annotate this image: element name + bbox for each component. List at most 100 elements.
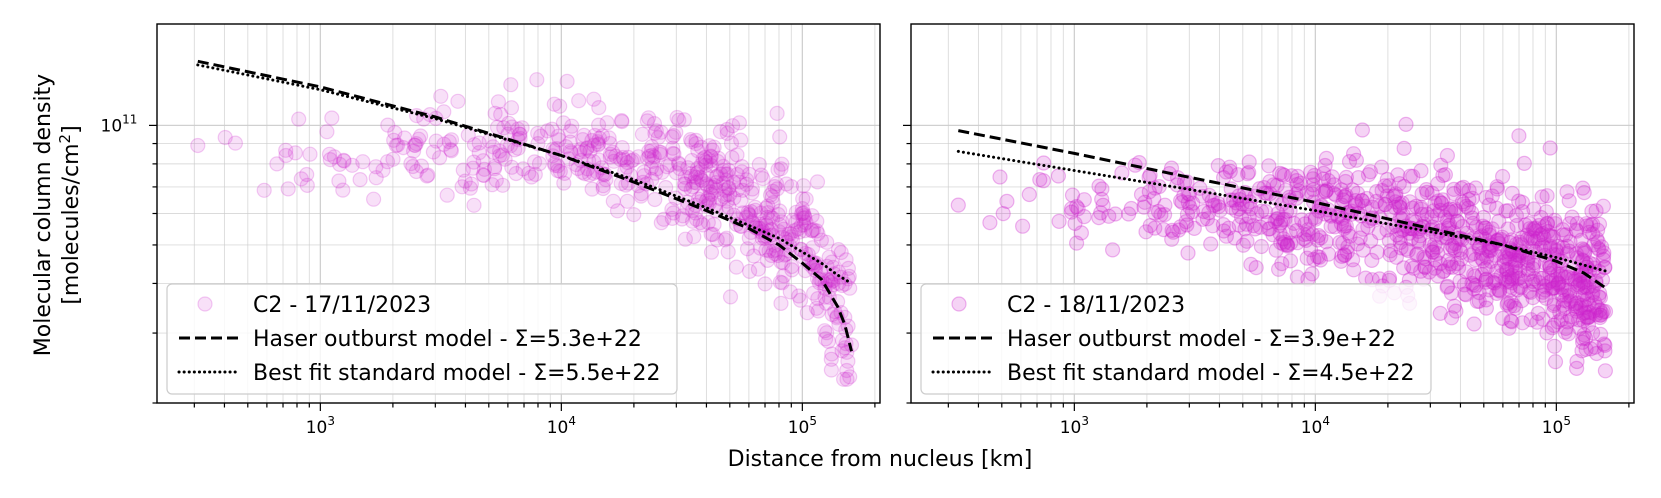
data-point <box>1484 188 1500 204</box>
data-point <box>1526 222 1542 238</box>
data-point <box>744 185 760 201</box>
data-point <box>575 132 591 148</box>
data-point <box>503 100 520 116</box>
data-point <box>1350 170 1367 186</box>
data-point <box>1489 179 1505 195</box>
data-point <box>705 226 721 242</box>
data-point <box>405 158 421 175</box>
data-point <box>1296 226 1312 243</box>
data-point <box>1475 218 1491 234</box>
data-point <box>1581 309 1598 325</box>
data-point <box>791 224 808 240</box>
data-point <box>739 241 756 257</box>
data-point <box>1277 211 1293 227</box>
data-point <box>1278 182 1294 198</box>
data-point <box>1539 325 1555 341</box>
data-point <box>1542 140 1558 156</box>
data-point <box>744 181 761 197</box>
data-point <box>1573 232 1589 248</box>
data-point <box>1514 293 1530 309</box>
data-point <box>1270 205 1286 222</box>
data-point <box>1494 168 1511 185</box>
data-point <box>556 175 572 191</box>
data-point <box>1546 317 1562 333</box>
data-point <box>1372 198 1388 214</box>
data-point <box>523 169 540 185</box>
data-point <box>475 153 491 169</box>
ticks <box>903 124 1630 411</box>
data-point <box>665 140 681 156</box>
data-point <box>1510 270 1526 287</box>
data-point <box>436 136 452 152</box>
data-point <box>1205 197 1221 214</box>
data-point <box>1469 293 1485 309</box>
data-point <box>708 169 724 185</box>
data-point <box>1178 214 1194 230</box>
data-point <box>1336 218 1352 234</box>
data-point <box>1408 198 1424 214</box>
data-point <box>1464 190 1480 206</box>
data-point <box>1274 166 1291 182</box>
data-point <box>1507 252 1523 268</box>
data-point <box>1241 164 1257 180</box>
data-point <box>1304 266 1320 282</box>
data-point <box>503 77 519 93</box>
data-point <box>683 181 699 197</box>
data-point <box>741 166 757 182</box>
data-point <box>1519 227 1535 243</box>
data-point <box>1539 188 1555 204</box>
data-point <box>1443 256 1459 272</box>
data-point <box>1478 274 1494 290</box>
data-point <box>425 144 441 160</box>
data-point <box>625 152 641 168</box>
data-point <box>1569 250 1585 266</box>
data-point <box>758 215 774 231</box>
data-point <box>1239 198 1255 214</box>
data-point <box>1545 304 1562 320</box>
data-point <box>1364 252 1380 268</box>
data-point <box>1405 168 1421 184</box>
data-point <box>1345 182 1361 198</box>
data-point <box>1544 320 1560 336</box>
data-point <box>1368 184 1385 200</box>
data-point <box>1299 185 1315 201</box>
data-point <box>1521 221 1538 237</box>
data-point <box>1136 199 1152 215</box>
data-point <box>753 205 769 221</box>
data-point <box>1507 264 1524 280</box>
data-point <box>287 145 303 161</box>
data-point <box>712 124 729 140</box>
data-point <box>1567 273 1583 289</box>
legend-item: Haser outburst model - Σ=5.3e+22 <box>179 327 642 352</box>
data-point <box>602 135 618 152</box>
data-point <box>1568 222 1585 238</box>
x-tick-label: 103 <box>306 414 335 438</box>
data-point <box>760 205 776 221</box>
data-point <box>395 140 411 156</box>
data-point <box>1594 305 1610 321</box>
data-point <box>647 125 663 141</box>
data-point <box>1514 230 1530 246</box>
data-point <box>1543 273 1560 289</box>
data-point <box>1282 225 1298 241</box>
data-point <box>700 190 716 206</box>
data-point <box>698 176 714 192</box>
data-point <box>620 149 636 165</box>
data-point <box>1575 292 1592 309</box>
data-point <box>1536 278 1552 294</box>
data-point <box>1535 287 1551 303</box>
data-point <box>769 105 785 122</box>
data-point <box>1525 261 1541 277</box>
data-point <box>1340 225 1356 241</box>
data-point <box>1419 184 1435 200</box>
data-point <box>1593 307 1609 323</box>
data-point <box>1091 178 1107 194</box>
data-point <box>636 168 652 184</box>
data-point <box>1527 271 1543 287</box>
data-point <box>1221 220 1237 236</box>
data-point <box>619 159 635 175</box>
data-point <box>291 111 307 127</box>
data-point <box>530 125 546 141</box>
data-point <box>721 199 737 215</box>
data-point <box>1491 213 1507 229</box>
